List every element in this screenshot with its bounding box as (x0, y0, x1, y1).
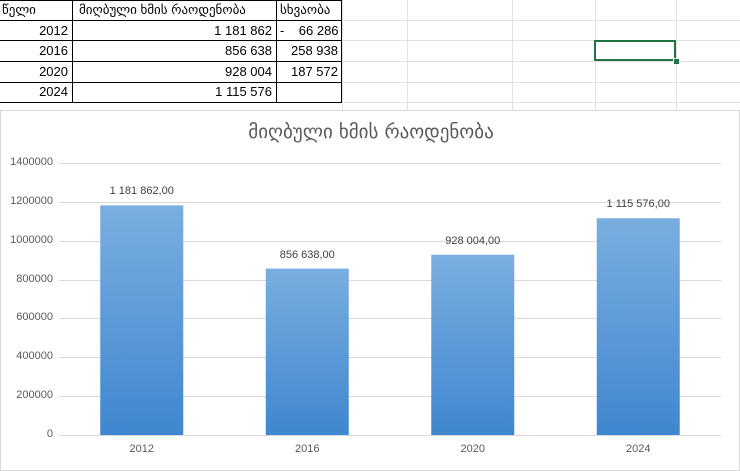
cell-difference[interactable] (277, 82, 342, 103)
y-tick-label: 600000 (16, 311, 53, 324)
bar-2024[interactable] (596, 218, 680, 435)
bar-2016[interactable] (265, 268, 349, 435)
cell-votes[interactable]: 856 638 (225, 43, 272, 58)
cell-difference[interactable]: - 66 286 (280, 23, 339, 38)
y-tick-label: 800000 (16, 272, 53, 285)
data-label: 856 638,00 (279, 248, 335, 261)
x-tick-label: 2012 (129, 443, 154, 455)
fill-handle[interactable] (673, 58, 680, 65)
cell-year[interactable]: 2016 (39, 43, 68, 58)
y-tick-label: 0 (46, 428, 53, 440)
bar-chart[interactable]: მიღბული ხმის რაოდენობა 0 200000 400000 6000… (0, 110, 740, 471)
data-label: 928 004,00 (445, 234, 501, 247)
cell-year[interactable]: 2012 (39, 23, 68, 38)
cell-year[interactable]: 2024 (39, 84, 68, 99)
cell-difference[interactable]: 187 572 (291, 64, 338, 79)
y-tick-label: 400000 (16, 350, 53, 363)
cell-votes[interactable]: 1 115 576 (215, 84, 272, 99)
bar-2020[interactable] (431, 254, 515, 435)
y-tick-label: 1000000 (10, 233, 53, 246)
cell-votes[interactable]: 1 181 862 (214, 23, 272, 38)
header-year[interactable]: წელი (2, 2, 36, 17)
header-difference[interactable]: სხვაობა (280, 2, 331, 17)
y-tick-label: 200000 (16, 389, 53, 402)
x-tick-label: 2016 (295, 443, 320, 455)
chart-title: მიღბული ხმის რაოდენობა (248, 121, 494, 143)
y-tick-label: 1400000 (10, 156, 53, 168)
selected-cell[interactable] (594, 40, 676, 61)
chart-plot-area (59, 163, 721, 436)
y-tick-label: 1200000 (10, 194, 53, 207)
x-tick-label: 2024 (626, 443, 651, 455)
bar-2012[interactable] (100, 205, 184, 435)
data-label: 1 115 576,00 (606, 198, 670, 211)
cell-year[interactable]: 2020 (39, 64, 68, 79)
x-tick-label: 2020 (460, 443, 485, 455)
data-label: 1 181 862,00 (109, 185, 174, 198)
cell-votes[interactable]: 928 004 (225, 64, 272, 79)
cell-difference[interactable]: 258 938 (291, 43, 338, 58)
header-votes[interactable]: მიღბული ხმის რაოდენობა (79, 2, 246, 17)
